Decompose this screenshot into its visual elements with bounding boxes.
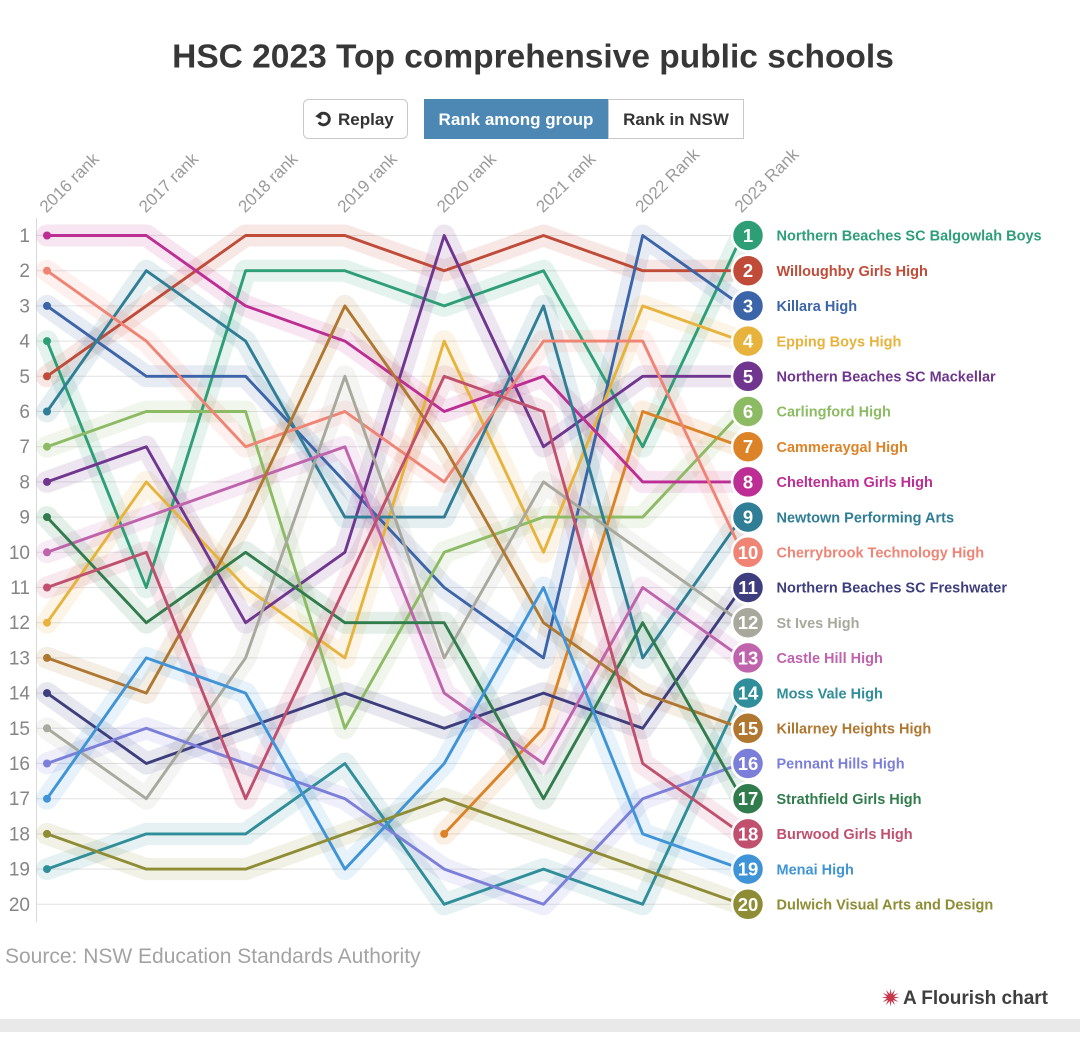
svg-text:6: 6 [19,402,30,423]
svg-text:St Ives High: St Ives High [777,616,860,632]
svg-text:Burwood Girls High: Burwood Girls High [777,827,913,843]
svg-text:Cammeraygal High: Cammeraygal High [777,440,908,456]
svg-text:Menai High: Menai High [777,862,854,878]
svg-text:11: 11 [738,577,758,598]
svg-text:2: 2 [743,260,753,281]
svg-text:9: 9 [19,508,30,529]
svg-text:16: 16 [738,753,759,774]
svg-text:Northern Beaches SC Balgowlah: Northern Beaches SC Balgowlah Boys [777,229,1042,245]
svg-text:Strathfield Girls High: Strathfield Girls High [777,792,922,808]
svg-text:Rank among group: Rank among group [439,110,594,129]
svg-text:Willoughby Girls High: Willoughby Girls High [777,264,928,280]
svg-text:13: 13 [738,647,759,668]
svg-text:Cherrybrook Technology High: Cherrybrook Technology High [777,546,985,562]
svg-text:10: 10 [738,542,759,563]
svg-text:A Flourish chart: A Flourish chart [903,988,1049,1009]
svg-text:20: 20 [738,894,759,915]
svg-text:13: 13 [9,648,30,669]
svg-text:Carlingford High: Carlingford High [777,405,891,421]
svg-text:15: 15 [9,719,30,740]
svg-text:Cheltenham Girls High: Cheltenham Girls High [777,475,933,491]
svg-text:9: 9 [743,507,753,528]
svg-text:12: 12 [9,613,30,634]
svg-text:Rank in NSW: Rank in NSW [623,110,730,129]
svg-text:14: 14 [738,683,759,704]
svg-text:7: 7 [743,436,753,457]
svg-text:Source: NSW Education Standard: Source: NSW Education Standards Authorit… [5,945,421,968]
svg-text:17: 17 [9,789,30,810]
svg-text:15: 15 [738,718,759,739]
svg-text:Epping Boys High: Epping Boys High [777,334,902,350]
svg-text:10: 10 [9,543,30,564]
svg-text:Replay: Replay [338,110,394,129]
svg-text:4: 4 [19,332,30,353]
svg-text:7: 7 [19,437,30,458]
svg-text:17: 17 [738,788,759,809]
svg-text:19: 19 [9,860,30,881]
svg-text:3: 3 [743,295,753,316]
svg-text:HSC 2023 Top comprehensive pub: HSC 2023 Top comprehensive public school… [172,39,894,76]
svg-text:5: 5 [743,366,753,387]
svg-text:5: 5 [19,367,30,388]
svg-text:12: 12 [738,612,759,633]
svg-text:8: 8 [19,472,30,493]
svg-text:1: 1 [19,226,30,247]
svg-text:16: 16 [9,754,30,775]
svg-text:Castle Hill High: Castle Hill High [777,651,883,667]
svg-text:2: 2 [19,261,30,282]
svg-text:18: 18 [738,823,759,844]
svg-text:1: 1 [743,225,753,246]
svg-text:Northern Beaches SC Freshwater: Northern Beaches SC Freshwater [777,581,1008,597]
svg-text:6: 6 [743,401,753,422]
svg-text:Killara High: Killara High [777,299,858,315]
svg-text:Pennant Hills High: Pennant Hills High [777,757,905,773]
svg-text:3: 3 [19,296,30,317]
svg-text:Dulwich Visual Arts and Design: Dulwich Visual Arts and Design [777,898,994,914]
svg-text:8: 8 [743,471,753,492]
svg-text:14: 14 [9,684,31,705]
svg-text:Killarney Heights High: Killarney Heights High [777,722,932,738]
svg-text:20: 20 [9,895,30,916]
svg-text:Moss Vale High: Moss Vale High [777,686,883,702]
svg-text:4: 4 [743,331,754,352]
svg-text:11: 11 [10,578,30,599]
svg-text:Northern Beaches SC Mackellar: Northern Beaches SC Mackellar [777,370,997,386]
svg-text:18: 18 [9,824,30,845]
svg-text:19: 19 [738,859,759,880]
svg-text:Newtown Performing Arts: Newtown Performing Arts [777,510,955,526]
